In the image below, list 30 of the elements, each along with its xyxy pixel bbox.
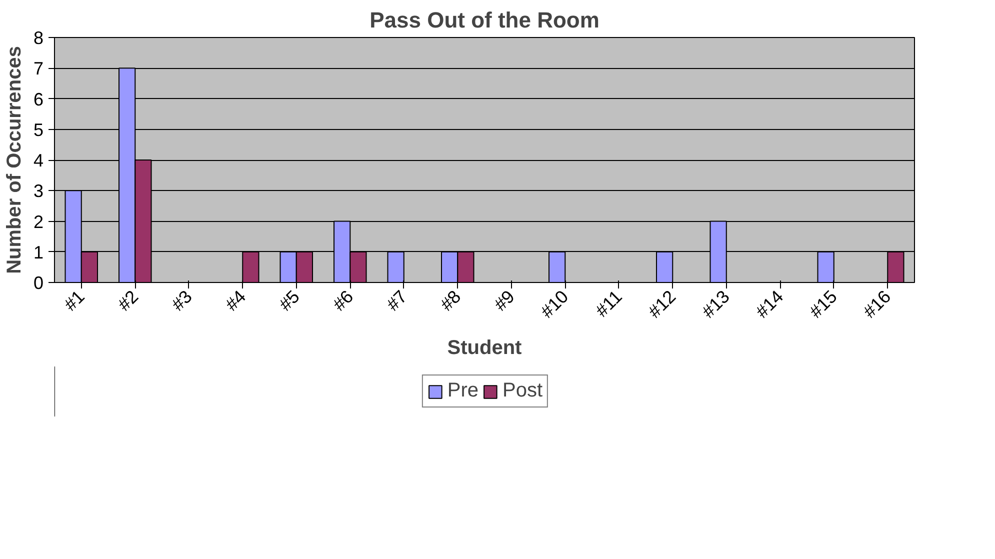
x-tick-label: #9 [490, 286, 518, 315]
y-tick-label: 4 [33, 150, 44, 170]
y-tick-label: 6 [33, 89, 44, 110]
x-tick-label: #1 [60, 286, 88, 315]
x-tick-label: #12 [644, 286, 680, 322]
y-tick-label: 1 [33, 242, 44, 262]
legend-label: Pre [447, 380, 479, 402]
legend-label: Post [502, 380, 543, 402]
x-tick-label: #7 [382, 286, 411, 315]
y-tick-label: 2 [33, 212, 44, 232]
x-tick-label: #11 [592, 286, 626, 321]
y-tick-label: 8 [33, 28, 44, 48]
x-tick-label: #4 [221, 286, 250, 315]
x-tick-label: #8 [436, 286, 465, 315]
x-tick-label: #5 [275, 286, 304, 315]
chart-title: Pass Out of the Room [370, 8, 600, 32]
y-tick-label: 0 [33, 273, 44, 293]
y-axis-title: Number of Occurrences [3, 46, 26, 274]
x-tick-label: #3 [168, 286, 196, 315]
y-tick-label: 5 [33, 120, 44, 140]
y-tick-label: 3 [33, 181, 44, 202]
y-tick-label: 7 [33, 58, 44, 79]
x-tick-label: #13 [698, 286, 734, 322]
x-tick-label: #2 [114, 286, 142, 315]
x-axis-title: Student [447, 336, 522, 359]
x-tick-label: #15 [806, 286, 841, 322]
x-tick-label: #14 [752, 286, 788, 322]
x-tick-label: #10 [536, 286, 572, 322]
x-tick-label: #6 [328, 286, 358, 315]
x-tick-label: #16 [859, 286, 895, 322]
